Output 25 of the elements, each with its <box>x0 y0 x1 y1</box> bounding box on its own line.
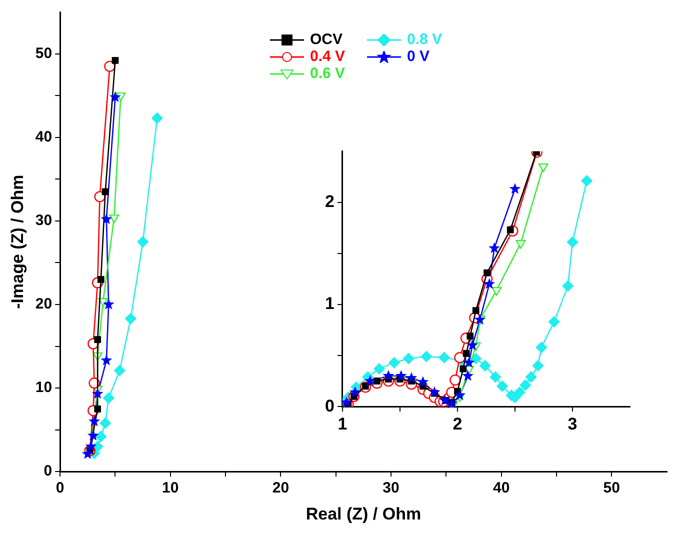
y-tick-label: 30 <box>35 212 52 230</box>
y-tick-label: 20 <box>35 296 52 313</box>
x-tick-label: 20 <box>272 480 290 497</box>
y-tick-label: 0 <box>44 462 52 480</box>
y-axis-title: -Image (Z) / Ohm <box>8 174 27 309</box>
y-tick-label: 2 <box>324 192 334 211</box>
legend-label: 0 V <box>407 48 430 65</box>
y-tick-label: 0 <box>324 396 334 416</box>
y-tick-label: 1 <box>324 294 334 314</box>
legend-label: 0.4 V <box>310 48 346 65</box>
x-tick-label: 10 <box>162 480 179 497</box>
y-tick-label: 40 <box>35 128 52 146</box>
x-tick-label: 2 <box>452 414 462 434</box>
y-tick-label: 50 <box>35 44 52 62</box>
x-axis-title: Real (Z) / Ohm <box>306 504 422 524</box>
x-tick-label: 40 <box>492 480 510 497</box>
x-tick-label: 50 <box>603 480 620 497</box>
legend-label: 0.6 V <box>310 65 346 82</box>
y-tick-label: 10 <box>35 379 52 396</box>
x-tick-label: 30 <box>382 480 400 497</box>
x-tick-label: 0 <box>56 480 64 497</box>
x-tick-label: 1 <box>338 414 348 434</box>
legend-label: 0.8 V <box>407 31 442 48</box>
x-tick-label: 3 <box>568 414 578 434</box>
legend-label: OCV <box>310 31 343 48</box>
